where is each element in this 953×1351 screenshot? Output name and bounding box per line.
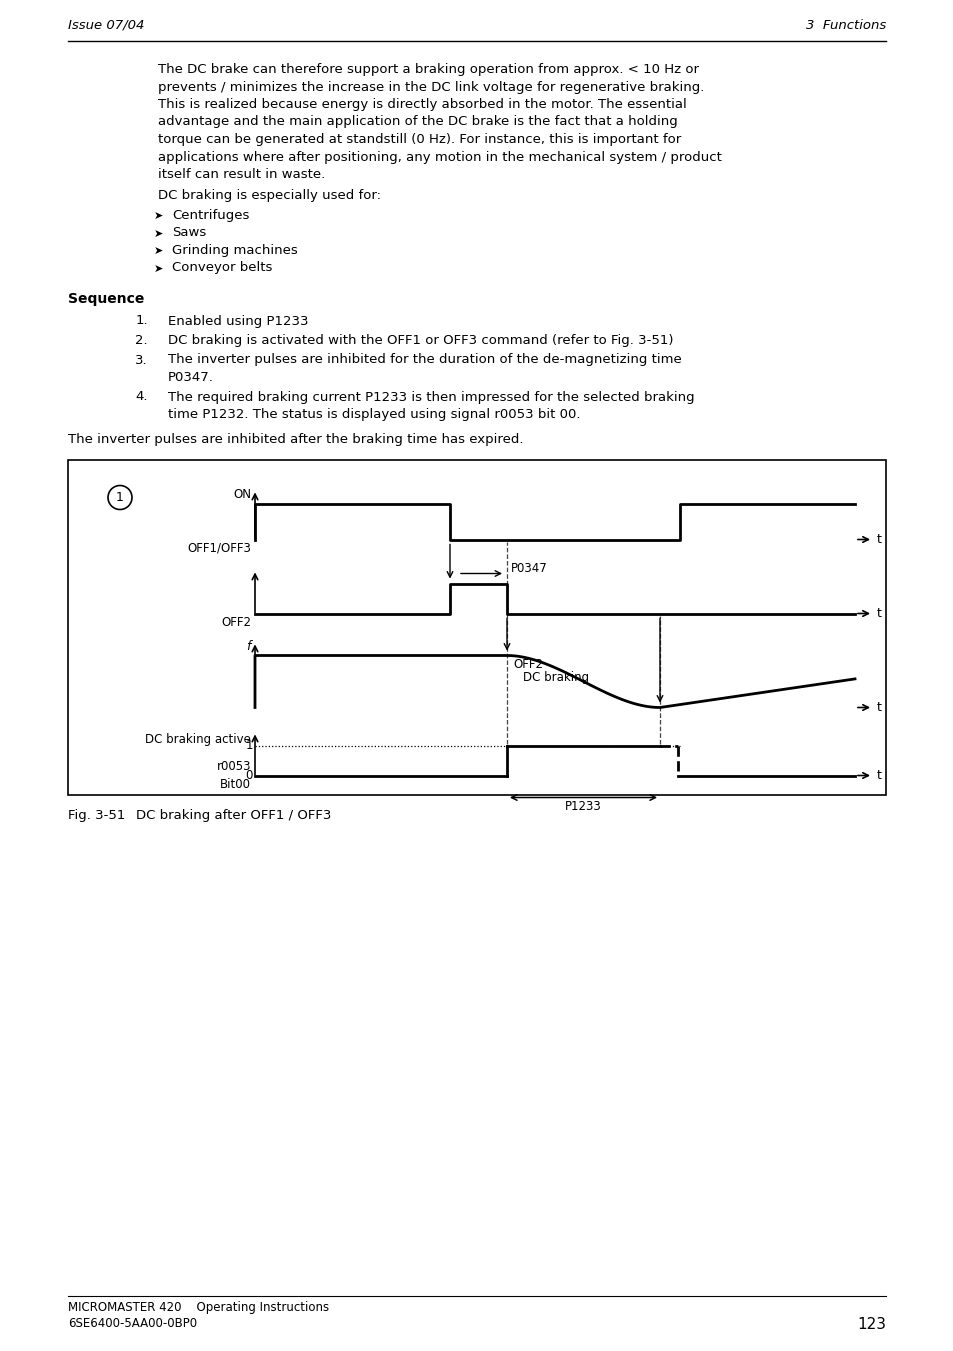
Text: The inverter pulses are inhibited after the braking time has expired.: The inverter pulses are inhibited after … bbox=[68, 434, 523, 446]
Text: 1: 1 bbox=[245, 739, 253, 753]
Text: ➤: ➤ bbox=[153, 246, 163, 255]
Text: DC braking: DC braking bbox=[522, 671, 589, 685]
Text: DC braking is especially used for:: DC braking is especially used for: bbox=[158, 189, 380, 203]
Text: ➤: ➤ bbox=[153, 228, 163, 239]
Text: Sequence: Sequence bbox=[68, 292, 144, 305]
Text: Issue 07/04: Issue 07/04 bbox=[68, 19, 144, 32]
Text: DC braking after OFF1 / OFF3: DC braking after OFF1 / OFF3 bbox=[136, 808, 331, 821]
Bar bbox=[68, 459, 885, 794]
Text: DC braking active: DC braking active bbox=[145, 734, 251, 747]
Text: 123: 123 bbox=[856, 1317, 885, 1332]
Text: 1.: 1. bbox=[135, 315, 148, 327]
Text: Grinding machines: Grinding machines bbox=[172, 245, 297, 257]
Text: t: t bbox=[876, 607, 881, 620]
Text: 6SE6400-5AA00-0BP0: 6SE6400-5AA00-0BP0 bbox=[68, 1317, 197, 1329]
Text: Fig. 3-51: Fig. 3-51 bbox=[68, 808, 125, 821]
Text: 4.: 4. bbox=[135, 390, 148, 404]
Text: 0: 0 bbox=[245, 769, 253, 782]
Text: r0053: r0053 bbox=[216, 761, 251, 774]
Text: MICROMASTER 420    Operating Instructions: MICROMASTER 420 Operating Instructions bbox=[68, 1301, 329, 1315]
Text: 2.: 2. bbox=[135, 334, 148, 347]
Text: Saws: Saws bbox=[172, 227, 206, 239]
Text: 3  Functions: 3 Functions bbox=[805, 19, 885, 32]
Text: applications where after positioning, any motion in the mechanical system / prod: applications where after positioning, an… bbox=[158, 150, 721, 163]
Text: itself can result in waste.: itself can result in waste. bbox=[158, 168, 325, 181]
Text: torque can be generated at standstill (0 Hz). For instance, this is important fo: torque can be generated at standstill (0… bbox=[158, 132, 680, 146]
Text: OFF2: OFF2 bbox=[513, 658, 542, 670]
Text: Centrifuges: Centrifuges bbox=[172, 209, 249, 222]
Text: P1233: P1233 bbox=[564, 801, 601, 813]
Text: prevents / minimizes the increase in the DC link voltage for regenerative brakin: prevents / minimizes the increase in the… bbox=[158, 81, 703, 93]
Text: The DC brake can therefore support a braking operation from approx. < 10 Hz or: The DC brake can therefore support a bra… bbox=[158, 63, 699, 76]
Text: 1: 1 bbox=[116, 490, 124, 504]
Text: This is realized because energy is directly absorbed in the motor. The essential: This is realized because energy is direc… bbox=[158, 99, 686, 111]
Text: advantage and the main application of the DC brake is the fact that a holding: advantage and the main application of th… bbox=[158, 115, 677, 128]
Text: t: t bbox=[876, 701, 881, 713]
Text: OFF1/OFF3: OFF1/OFF3 bbox=[187, 542, 251, 554]
Text: ➤: ➤ bbox=[153, 263, 163, 273]
Text: f: f bbox=[247, 640, 251, 654]
Text: Conveyor belts: Conveyor belts bbox=[172, 262, 273, 274]
Text: OFF2: OFF2 bbox=[221, 616, 251, 628]
Text: time P1232. The status is displayed using signal r0053 bit 00.: time P1232. The status is displayed usin… bbox=[168, 408, 579, 422]
Text: The inverter pulses are inhibited for the duration of the de-magnetizing time: The inverter pulses are inhibited for th… bbox=[168, 354, 681, 366]
Text: ON: ON bbox=[233, 489, 251, 501]
Text: The required braking current P1233 is then impressed for the selected braking: The required braking current P1233 is th… bbox=[168, 390, 694, 404]
Text: Bit00: Bit00 bbox=[220, 777, 251, 790]
Text: 3.: 3. bbox=[135, 354, 148, 366]
Text: t: t bbox=[876, 769, 881, 782]
Text: ➤: ➤ bbox=[153, 211, 163, 222]
Text: P0347: P0347 bbox=[511, 562, 547, 576]
Text: P0347.: P0347. bbox=[168, 372, 213, 384]
Text: Enabled using P1233: Enabled using P1233 bbox=[168, 315, 308, 327]
Text: DC braking is activated with the OFF1 or OFF3 command (refer to Fig. 3-51): DC braking is activated with the OFF1 or… bbox=[168, 334, 673, 347]
Text: t: t bbox=[876, 534, 881, 546]
